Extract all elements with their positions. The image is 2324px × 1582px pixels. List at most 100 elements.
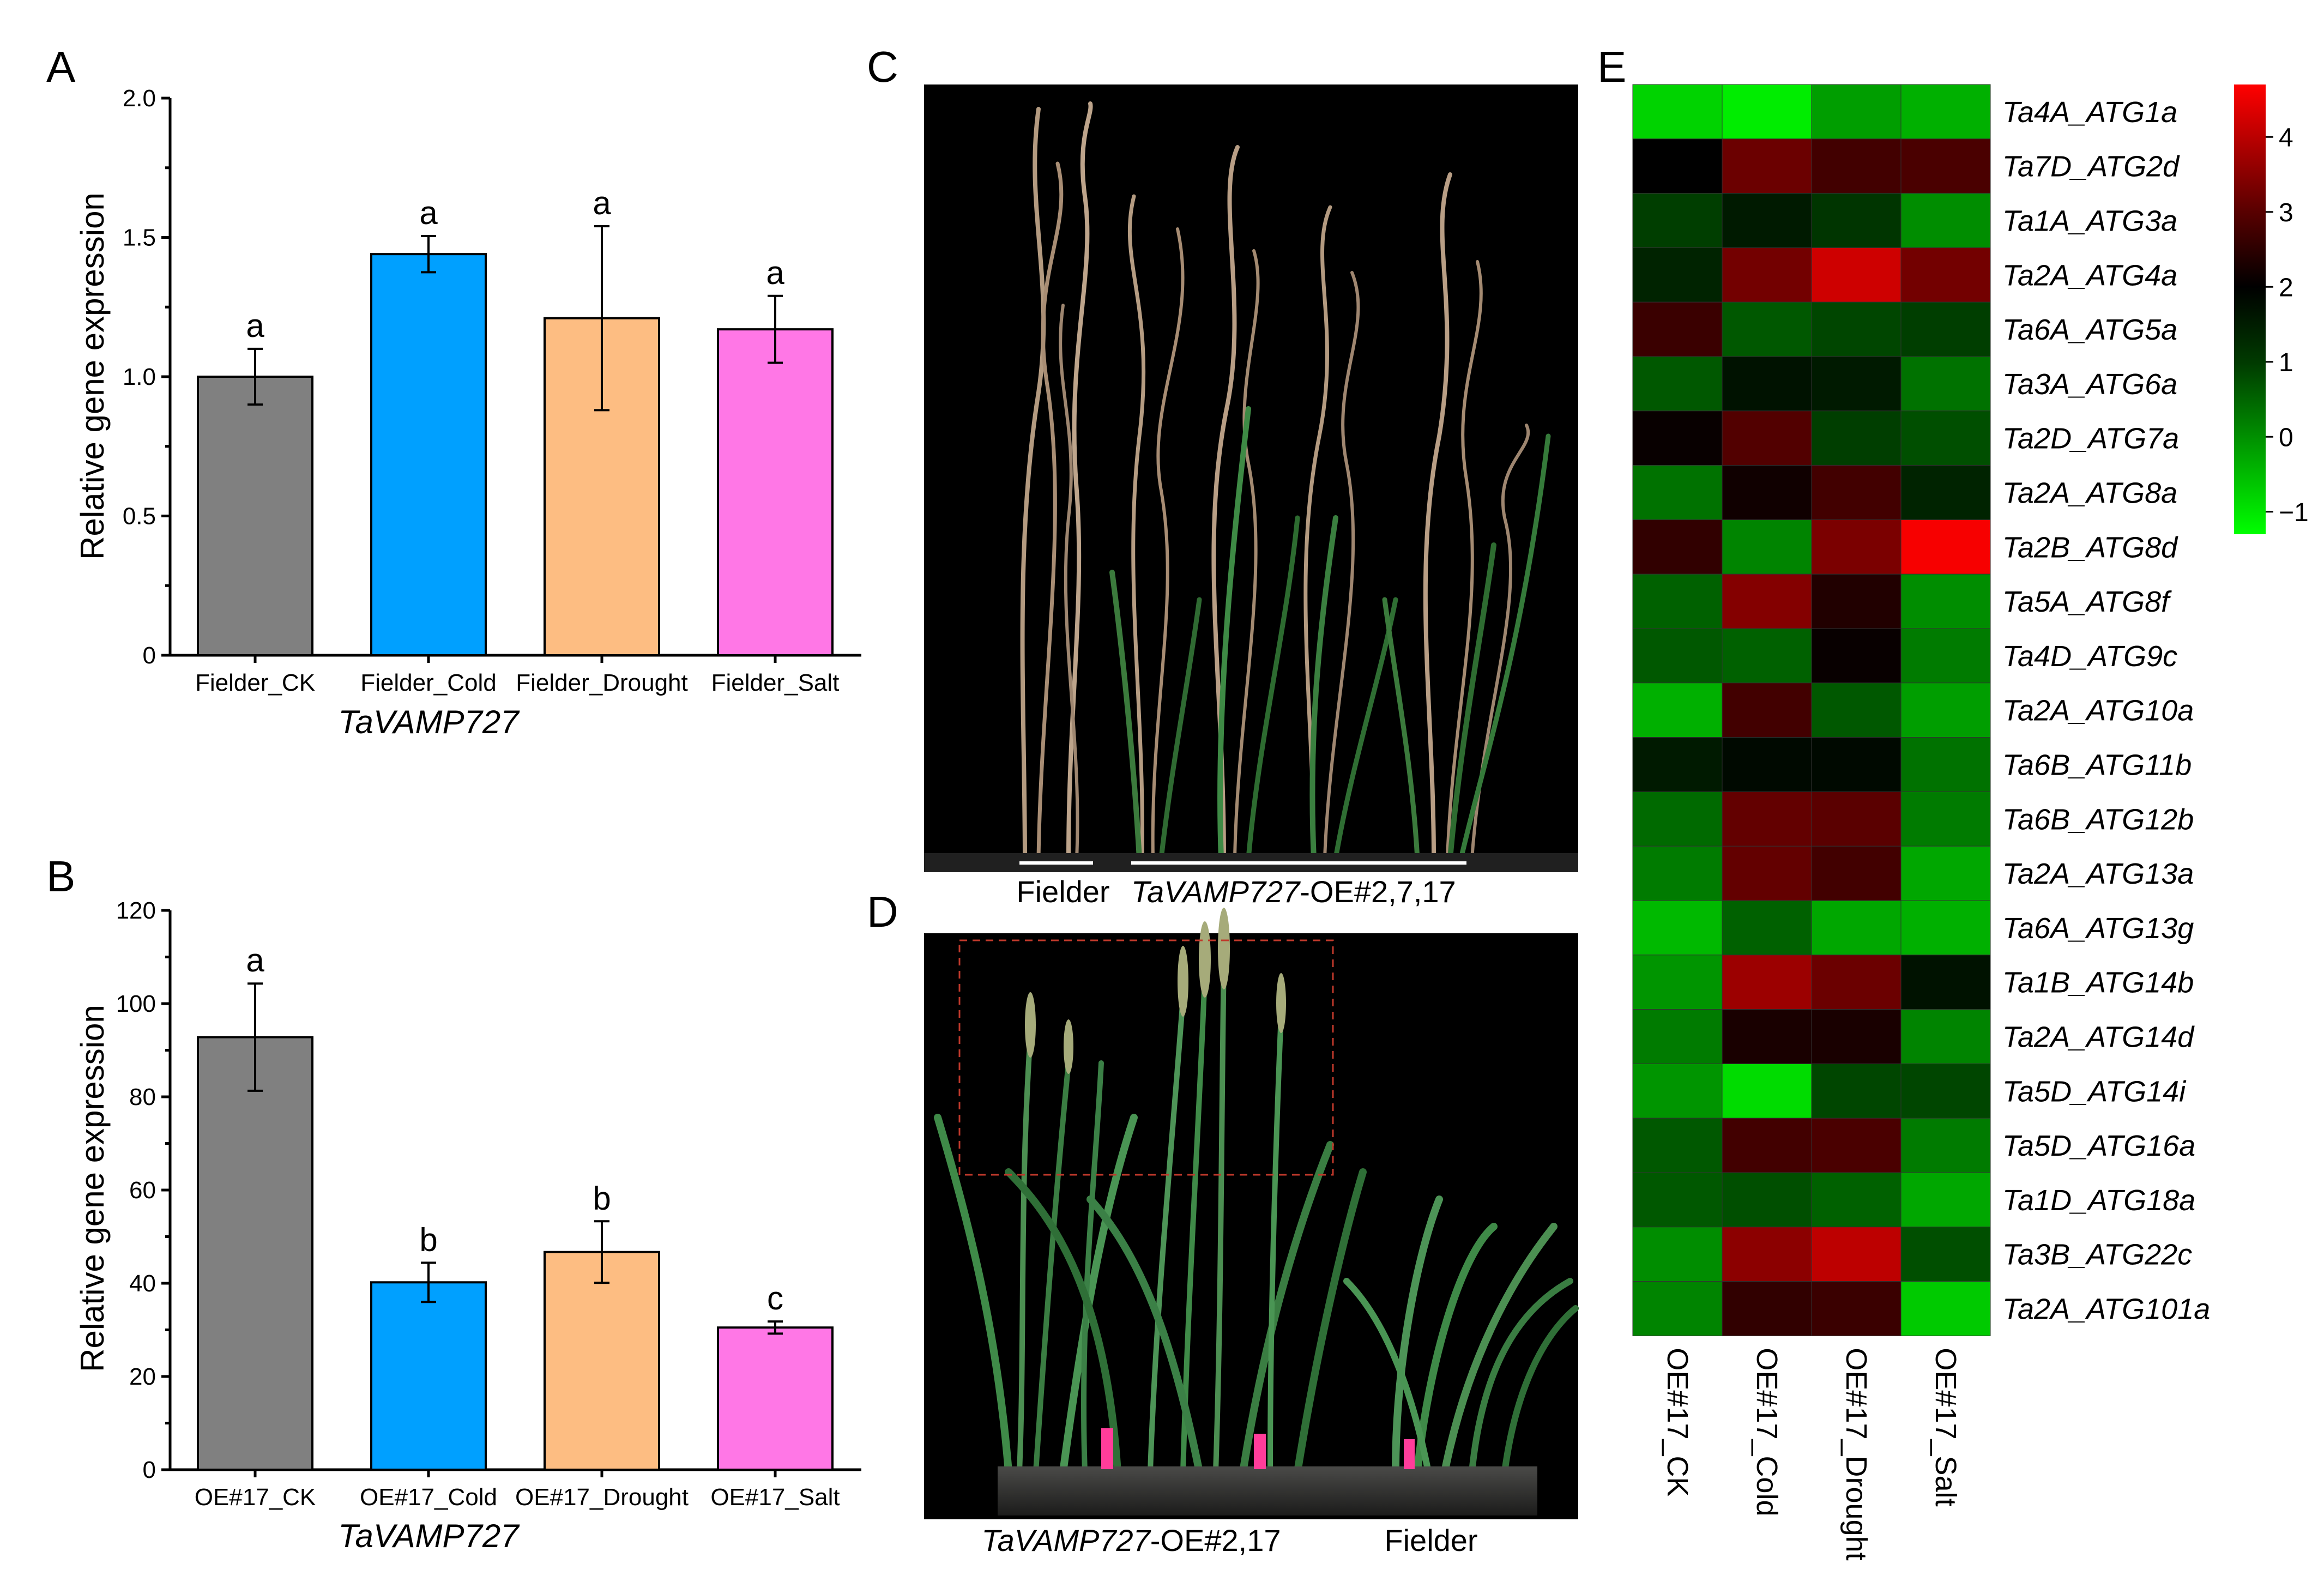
photo-d-highlight-box xyxy=(958,939,1334,1176)
chart-a-category-label: Fielder_Salt xyxy=(711,669,840,696)
heatmap-row-label: Ta6A_ATG5a xyxy=(2002,313,2177,346)
heatmap-cell xyxy=(1900,737,1991,792)
heatmap-cell xyxy=(1632,410,1723,466)
heatmap-cell xyxy=(1811,138,1902,194)
heatmap-cell xyxy=(1900,846,1991,901)
heatmap-cell xyxy=(1722,1063,1812,1119)
panel-letter-b: B xyxy=(46,852,75,901)
photo-d-pink-tag-1 xyxy=(1101,1428,1113,1469)
photo-d-pot-oe xyxy=(998,1466,1357,1515)
colorbar-tick-label: −1 xyxy=(2279,498,2309,527)
heatmap-cell xyxy=(1722,519,1812,575)
heatmap-cell xyxy=(1811,1227,1902,1282)
heatmap-row-label: Ta5D_ATG14i xyxy=(2002,1075,2187,1108)
heatmap-cell xyxy=(1900,1172,1991,1228)
chart-a-y-tick-label: 0 xyxy=(143,642,156,669)
heatmap-column-label: OE#17_Drought xyxy=(1840,1348,1873,1560)
photo-d-oe-vs-fielder-plants xyxy=(924,908,1579,1519)
heatmap-row-label: Ta1D_ATG18a xyxy=(2002,1184,2195,1217)
chart-a-significance-letter: a xyxy=(766,255,784,291)
heatmap-cell xyxy=(1900,247,1991,303)
heatmap-cell xyxy=(1722,301,1812,357)
chart-b-y-tick-label: 20 xyxy=(129,1363,156,1390)
heatmap-cell xyxy=(1722,573,1812,629)
heatmap-cell xyxy=(1632,84,1723,140)
heatmap-row-label: Ta2A_ATG4a xyxy=(2002,259,2177,292)
heatmap-cell xyxy=(1632,193,1723,248)
chart-b-y-label: Relative gene expression xyxy=(74,1005,111,1372)
heatmap-row-label: Ta3A_ATG6a xyxy=(2002,368,2177,401)
panel-letter-d: D xyxy=(867,887,898,936)
heatmap-row-label: Ta5A_ATG8f xyxy=(2002,585,2172,618)
heatmap-cell xyxy=(1811,410,1902,466)
chart-a-bar xyxy=(717,328,834,656)
heatmap-cell xyxy=(1632,846,1723,901)
colorbar-tick-label: 1 xyxy=(2279,348,2293,377)
chart-b-y-tick-label: 100 xyxy=(116,991,156,1017)
heatmap-cell xyxy=(1632,465,1723,520)
chart-a-y-tick-label: 0.5 xyxy=(123,503,156,530)
chart-b-bar xyxy=(544,1251,660,1471)
heatmap-cell xyxy=(1900,900,1991,956)
chart-a-bar xyxy=(370,253,487,657)
heatmap-cell xyxy=(1900,410,1991,466)
colorbar-tick-label: 2 xyxy=(2279,273,2293,302)
heatmap-cell xyxy=(1900,955,1991,1010)
heatmap-cell xyxy=(1722,84,1812,140)
heatmap-cell xyxy=(1811,737,1902,792)
photo-d-pink-tag-2 xyxy=(1254,1434,1266,1469)
heatmap-row-label: Ta2A_ATG13a xyxy=(2002,858,2194,890)
bar-chart-a: Relative gene expression TaVAMP727 0 0.5 1… xyxy=(74,85,861,740)
heatmap-cell xyxy=(1811,247,1902,303)
heatmap-cell xyxy=(1900,791,1991,847)
photo-c-caption-oe: TaVAMP727-OE#2,7,17 xyxy=(1131,874,1456,909)
heatmap-cell xyxy=(1722,247,1812,303)
heatmap-colorbar-ticks: 4 3 2 1 0 −1 xyxy=(2266,123,2309,527)
heatmap-row-label: Ta6B_ATG11b xyxy=(2002,749,2192,782)
heatmap-cell xyxy=(1722,900,1812,956)
heatmap-cell xyxy=(1722,791,1812,847)
chart-a-y-tick-label: 1.0 xyxy=(123,364,156,390)
heatmap-cell xyxy=(1722,1009,1812,1064)
heatmap-e: Ta4A_ATG1a Ta7D_ATG2d Ta1A_ATG3a Ta2A_ATG4a… xyxy=(1632,84,2210,1561)
chart-a-bar xyxy=(197,376,313,656)
heatmap-cell xyxy=(1811,1009,1902,1064)
photo-d-pink-tag-3 xyxy=(1404,1439,1415,1469)
heatmap-cell xyxy=(1900,683,1991,738)
chart-b-significance-letter: a xyxy=(246,942,264,979)
heatmap-row-label: Ta6A_ATG13g xyxy=(2002,912,2194,945)
heatmap-cell xyxy=(1900,1281,1991,1336)
heatmap-cell xyxy=(1811,519,1902,575)
heatmap-cell xyxy=(1900,84,1991,140)
heatmap-cell xyxy=(1811,955,1902,1010)
chart-a-category-label: Fielder_Drought xyxy=(516,669,688,696)
chart-a-category-label: Fielder_Cold xyxy=(360,669,496,696)
heatmap-row-label: Ta6B_ATG12b xyxy=(2002,803,2194,836)
heatmap-column-label: OE#17_CK xyxy=(1661,1348,1694,1496)
heatmap-cell xyxy=(1632,247,1723,303)
heatmap-colorbar xyxy=(2234,84,2266,534)
heatmap-row-label: Ta3B_ATG22c xyxy=(2002,1239,2192,1271)
chart-a-significance-letter: a xyxy=(246,307,264,344)
chart-b-significance-letter: c xyxy=(767,1280,783,1317)
heatmap-cell xyxy=(1632,737,1723,792)
heatmap-cell xyxy=(1722,138,1812,194)
chart-b-category-label: OE#17_CK xyxy=(195,1484,316,1511)
heatmap-row-label: Ta2A_ATG101a xyxy=(2002,1293,2210,1326)
heatmap-cell xyxy=(1900,519,1991,575)
heatmap-column-label: OE#17_Cold xyxy=(1750,1348,1783,1516)
heatmap-cell xyxy=(1722,683,1812,738)
chart-b-bar xyxy=(717,1326,834,1471)
heatmap-cell xyxy=(1632,683,1723,738)
heatmap-cell xyxy=(1900,465,1991,520)
heatmap-cell xyxy=(1811,193,1902,248)
chart-b-y-tick-label: 120 xyxy=(116,897,156,924)
colorbar-tick-label: 0 xyxy=(2279,423,2293,452)
chart-b-y-tick-label: 0 xyxy=(143,1457,156,1483)
heatmap-cell xyxy=(1811,628,1902,684)
heatmap-cell xyxy=(1632,573,1723,629)
heatmap-row-label: Ta5D_ATG16a xyxy=(2002,1130,2195,1162)
heatmap-cell xyxy=(1722,955,1812,1010)
heatmap-cell xyxy=(1900,193,1991,248)
